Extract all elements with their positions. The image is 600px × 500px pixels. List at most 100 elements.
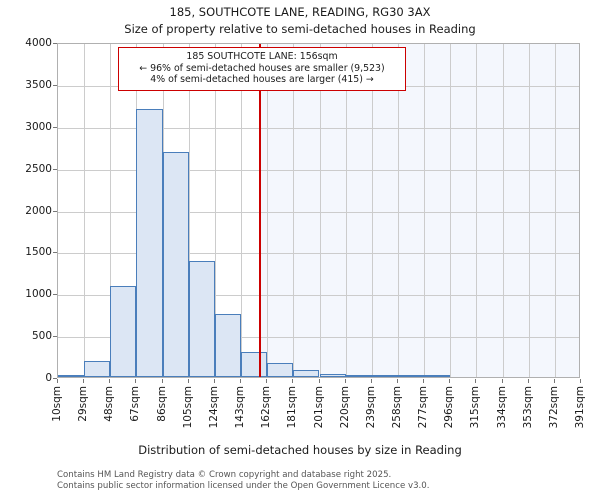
footer-line-1: Contains HM Land Registry data © Crown c…	[57, 470, 392, 480]
property-annotation-box: 185 SOUTHCOTE LANE: 156sqm ← 96% of semi…	[118, 47, 406, 91]
x-tick-mark	[213, 379, 215, 383]
footer-line-2: Contains public sector information licen…	[57, 480, 430, 491]
y-tick-label: 500	[31, 330, 52, 343]
x-tick-mark	[527, 379, 529, 383]
y-tick-mark	[53, 210, 57, 212]
x-tick-label: 201sqm	[312, 386, 325, 429]
x-tick-label: 86sqm	[155, 386, 168, 422]
x-tick-mark	[187, 379, 189, 383]
gridline-vertical	[476, 44, 478, 377]
y-tick-label: 3000	[25, 120, 52, 133]
x-tick-label: 353sqm	[521, 386, 534, 429]
gridline-vertical	[293, 44, 295, 377]
y-tick-label: 3500	[25, 78, 52, 91]
x-tick-label: 296sqm	[443, 386, 456, 429]
gridline-vertical	[450, 44, 452, 377]
gridline-vertical	[397, 44, 399, 377]
footer-attribution: Contains HM Land Registry data © Crown c…	[57, 470, 597, 491]
x-tick-mark	[580, 379, 581, 383]
gridline-vertical	[554, 44, 556, 377]
gridline-horizontal	[58, 127, 579, 129]
annotation-line-3: 4% of semi-detached houses are larger (4…	[150, 74, 374, 86]
gridline-vertical	[84, 44, 86, 377]
y-tick-label: 0	[45, 372, 52, 384]
gridline-vertical	[267, 44, 269, 377]
x-tick-label: 277sqm	[417, 386, 430, 429]
x-tick-mark	[161, 379, 163, 383]
gridline-vertical	[241, 44, 243, 377]
annotation-line-2: ← 96% of semi-detached houses are smalle…	[139, 62, 385, 74]
x-tick-mark	[240, 379, 242, 383]
y-tick-mark	[53, 336, 57, 338]
gridline-vertical	[188, 44, 190, 377]
y-tick-mark	[53, 84, 57, 86]
x-tick-label: 124sqm	[207, 386, 220, 429]
gridline-vertical	[319, 44, 321, 377]
gridline-horizontal	[58, 337, 579, 339]
x-axis-title: Distribution of semi-detached houses by …	[138, 443, 462, 457]
y-axis-ticks: 0 500 1000 1500 2000 2500 3000 3500 4000	[0, 0, 57, 500]
annotation-line-1: 185 SOUTHCOTE LANE: 156sqm	[186, 51, 338, 62]
x-tick-label: 220sqm	[338, 386, 351, 429]
page-title: 185, SOUTHCOTE LANE, READING, RG30 3AX	[169, 5, 431, 19]
x-tick-mark	[83, 379, 85, 383]
histogram-bar	[371, 375, 398, 377]
x-tick-mark	[370, 379, 372, 383]
histogram-bar	[397, 375, 425, 377]
y-tick-label: 1500	[25, 246, 52, 259]
histogram-bar	[110, 285, 137, 377]
x-tick-label: 67sqm	[129, 386, 142, 422]
x-tick-mark	[344, 379, 346, 383]
x-tick-mark	[423, 379, 425, 383]
gridline-vertical	[528, 44, 530, 377]
x-tick-label: 143sqm	[234, 386, 247, 429]
x-tick-label: 372sqm	[547, 386, 560, 429]
x-tick-mark	[266, 379, 268, 383]
gridline-vertical	[345, 44, 347, 377]
right-region-shading	[258, 44, 579, 377]
histogram-bar	[84, 361, 111, 377]
y-tick-mark	[53, 252, 57, 254]
y-tick-label: 2500	[25, 162, 52, 175]
plot-area	[57, 43, 580, 378]
x-tick-label: 391sqm	[574, 386, 586, 429]
gridline-vertical	[214, 44, 216, 377]
x-tick-label: 334sqm	[495, 386, 508, 429]
histogram-bar	[424, 375, 451, 377]
x-tick-mark	[57, 379, 58, 383]
gridline-horizontal	[58, 295, 579, 297]
histogram-bar	[162, 151, 189, 377]
property-marker-line	[258, 44, 261, 377]
x-tick-mark	[135, 379, 137, 383]
x-tick-label: 239sqm	[364, 386, 377, 429]
x-tick-label: 162sqm	[260, 386, 273, 429]
chart-title-block: 185, SOUTHCOTE LANE, READING, RG30 3AX S…	[0, 0, 600, 37]
x-tick-mark	[553, 379, 555, 383]
y-tick-mark	[53, 43, 57, 44]
gridline-horizontal	[58, 211, 579, 213]
x-tick-label: 29sqm	[77, 386, 90, 422]
histogram-bar	[136, 109, 163, 377]
x-tick-mark	[318, 379, 320, 383]
x-tick-label: 10sqm	[51, 386, 63, 422]
histogram-bar	[345, 375, 372, 377]
histogram-bar	[58, 375, 85, 377]
histogram-bar	[188, 261, 215, 377]
histogram-bar	[241, 351, 268, 377]
x-tick-label: 258sqm	[390, 386, 403, 429]
gridline-horizontal	[58, 253, 579, 255]
chart-subtitle: Size of property relative to semi-detach…	[124, 22, 476, 36]
x-tick-label: 48sqm	[103, 386, 116, 422]
x-tick-mark	[475, 379, 477, 383]
histogram-bar	[319, 374, 346, 377]
y-tick-mark	[53, 168, 57, 170]
y-tick-label: 2000	[25, 204, 52, 217]
gridline-horizontal	[58, 169, 579, 171]
x-tick-mark	[396, 379, 398, 383]
x-tick-mark	[292, 379, 294, 383]
y-tick-mark	[53, 294, 57, 296]
gridline-vertical	[110, 44, 112, 377]
x-tick-mark	[449, 379, 451, 383]
y-tick-label: 1000	[25, 288, 52, 301]
y-tick-label: 4000	[25, 37, 52, 49]
